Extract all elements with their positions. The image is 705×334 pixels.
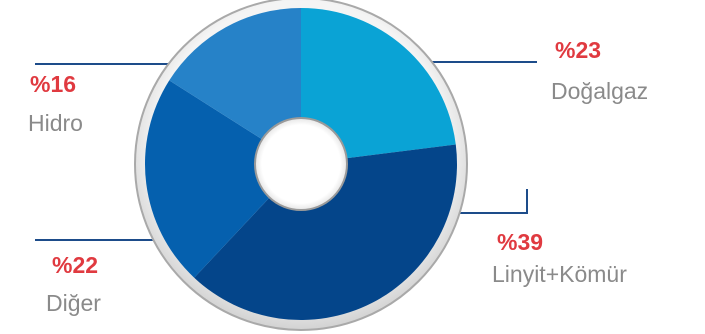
leader-line-linyit-komur: [450, 189, 528, 214]
slice-diger: [144, 80, 301, 278]
slice-hidro: [169, 8, 301, 164]
slice-name-hidro: Hidro: [28, 110, 83, 136]
slices-group: [144, 8, 458, 321]
leader-lines: [35, 61, 537, 241]
slice-percent-dogalgaz: %23: [555, 37, 601, 63]
slice-percent-diger: %22: [52, 252, 98, 278]
slice-percent-linyit-komur: %39: [497, 229, 543, 255]
slice-name-dogalgaz: Doğalgaz: [551, 78, 648, 104]
slice-dogalgaz: [301, 8, 456, 164]
donut-hole: [254, 117, 348, 211]
slice-linyit-komur: [194, 144, 458, 321]
slice-percent-hidro: %16: [30, 71, 76, 97]
slice-name-diger: Diğer: [46, 290, 101, 316]
slice-name-linyit-komur: Linyit+Kömür: [492, 261, 627, 287]
